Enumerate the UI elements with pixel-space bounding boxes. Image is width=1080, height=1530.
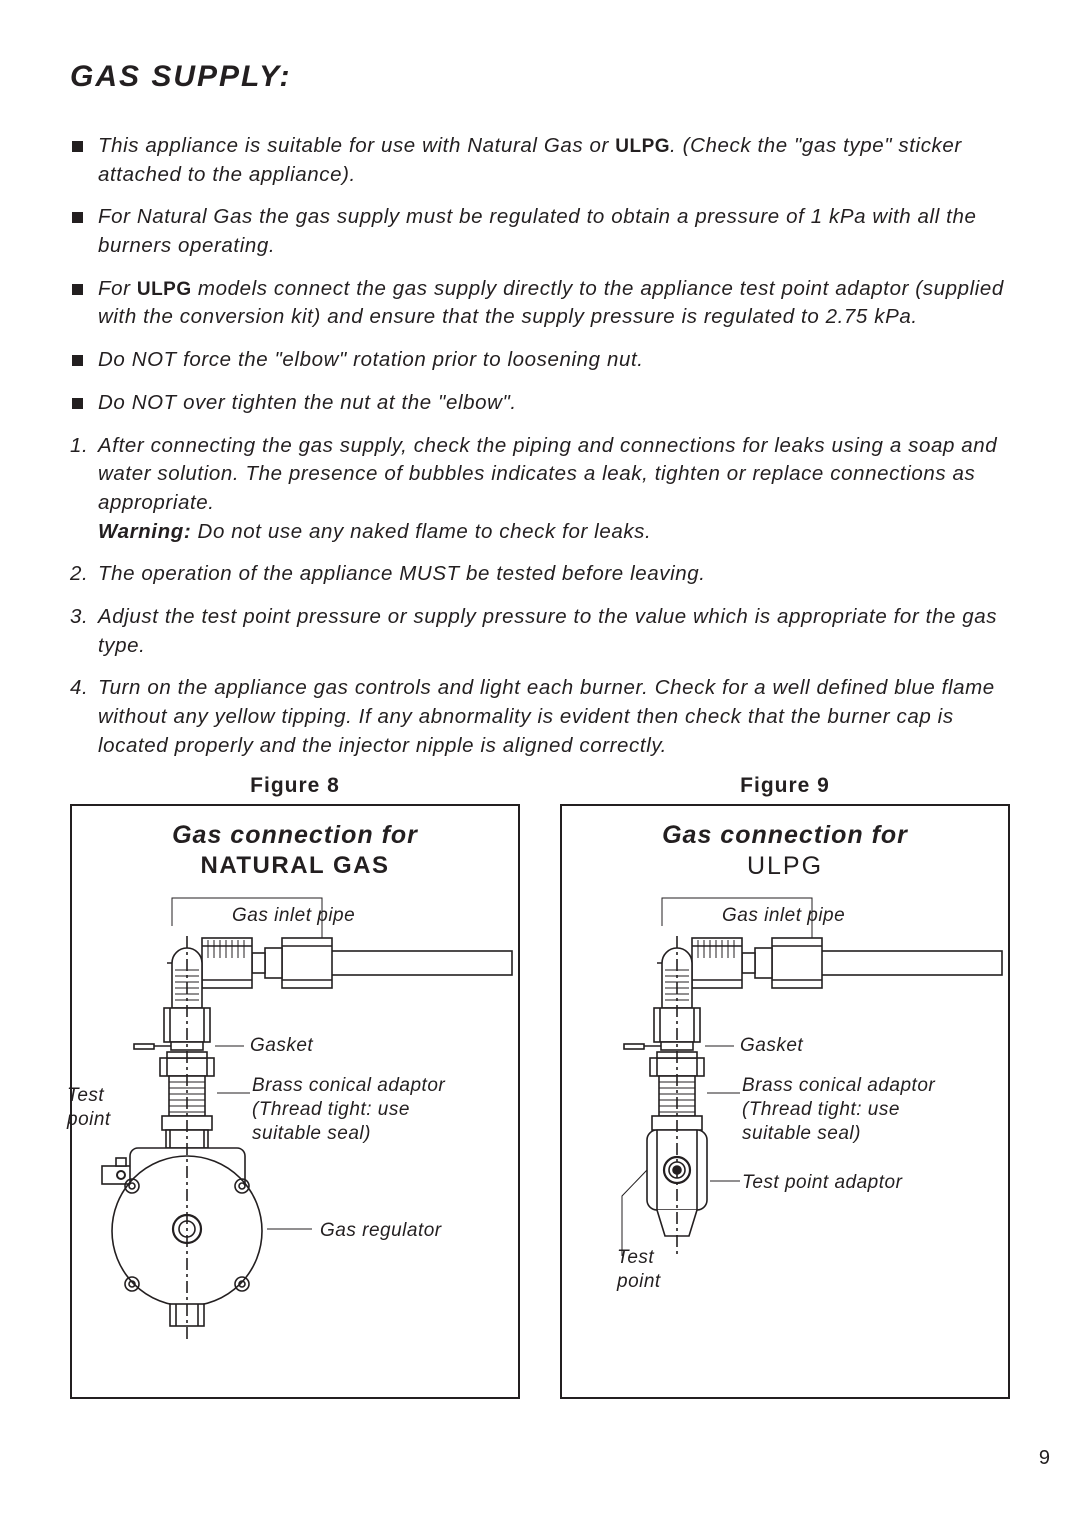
page-number: 9	[1039, 1447, 1050, 1470]
figure-title-2: ULPG	[562, 852, 1008, 881]
bullet-item: For ULPG models connect the gas supply d…	[70, 275, 1010, 332]
bullet-item: Do NOT over tighten the nut at the "elbo…	[70, 389, 1010, 418]
label-regulator: Gas regulator	[320, 1219, 442, 1243]
label-test-point: Test point	[617, 1246, 677, 1294]
label-gas-inlet: Gas inlet pipe	[722, 904, 845, 928]
figure-9: Figure 9 Gas connection for ULPG	[560, 774, 1010, 1399]
label-gas-inlet: Gas inlet pipe	[232, 904, 355, 928]
bullet-item: This appliance is suitable for use with …	[70, 132, 1010, 189]
gas-connection-diagram-ulpg	[562, 896, 1008, 1396]
figure-box: Gas connection for NATURAL GAS	[70, 804, 520, 1399]
figures-row: Figure 8 Gas connection for NATURAL GAS	[70, 774, 1010, 1399]
label-adaptor: Brass conical adaptor (Thread tight: use…	[252, 1074, 472, 1145]
numbered-list: After connecting the gas supply, check t…	[70, 432, 1010, 761]
section-heading: GAS SUPPLY:	[70, 60, 1010, 94]
step-item: Turn on the appliance gas controls and l…	[70, 674, 1010, 760]
figure-caption: Figure 9	[560, 774, 1010, 798]
step-item: After connecting the gas supply, check t…	[70, 432, 1010, 547]
gas-connection-diagram-ng	[72, 896, 518, 1396]
figure-title-1: Gas connection for	[72, 820, 518, 851]
bullet-item: Do NOT force the "elbow" rotation prior …	[70, 346, 1010, 375]
label-gasket: Gasket	[740, 1034, 803, 1058]
label-adaptor: Brass conical adaptor (Thread tight: use…	[742, 1074, 962, 1145]
figure-box: Gas connection for ULPG	[560, 804, 1010, 1399]
figure-caption: Figure 8	[70, 774, 520, 798]
bullet-list: This appliance is suitable for use with …	[70, 132, 1010, 418]
figure-title-1: Gas connection for	[562, 820, 1008, 851]
figure-title-2: NATURAL GAS	[72, 852, 518, 880]
step-item: The operation of the appliance MUST be t…	[70, 560, 1010, 589]
bullet-item: For Natural Gas the gas supply must be r…	[70, 203, 1010, 260]
label-gasket: Gasket	[250, 1034, 313, 1058]
figure-8: Figure 8 Gas connection for NATURAL GAS	[70, 774, 520, 1399]
step-item: Adjust the test point pressure or supply…	[70, 603, 1010, 660]
label-test-point-adaptor: Test point adaptor	[742, 1171, 902, 1195]
label-test-point: Test point	[67, 1084, 127, 1132]
